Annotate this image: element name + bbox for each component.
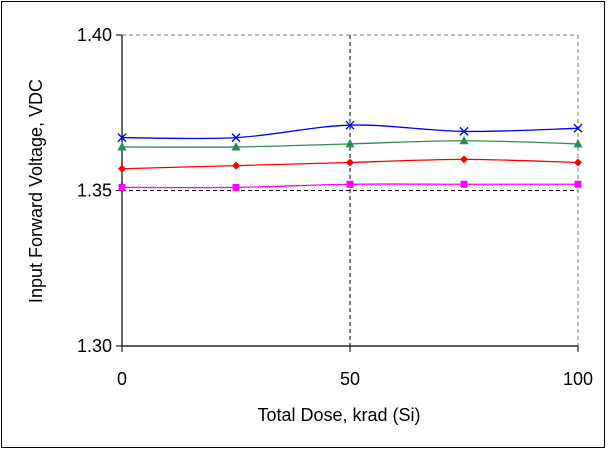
x-tick-label: 50 — [340, 369, 360, 389]
data-point-triangle — [459, 135, 469, 145]
data-point-triangle — [117, 141, 127, 151]
data-point-square — [232, 183, 240, 191]
x-marker-shape — [231, 133, 241, 143]
x-marker-shape — [573, 123, 583, 133]
data-point-x — [231, 133, 241, 143]
data-point-square — [346, 180, 354, 188]
data-point-square — [118, 183, 126, 191]
data-point-triangle — [345, 138, 355, 148]
data-point-square — [574, 180, 582, 188]
x-tick-label: 100 — [563, 369, 593, 389]
x-marker-shape — [345, 120, 355, 130]
data-point-square — [460, 180, 468, 188]
y-tick-label: 1.35 — [77, 181, 112, 201]
series-markers — [117, 120, 583, 191]
x-marker-shape — [117, 133, 127, 143]
y-tick-label: 1.40 — [77, 25, 112, 45]
x-tick-label: 0 — [117, 369, 127, 389]
data-point-x — [573, 123, 583, 133]
data-point-diamond — [118, 164, 126, 173]
data-point-x — [459, 126, 469, 136]
reference-lines — [122, 35, 578, 346]
x-marker-shape — [459, 126, 469, 136]
data-point-diamond — [460, 155, 468, 164]
data-point-x — [345, 120, 355, 130]
data-point-diamond — [346, 158, 354, 167]
data-point-triangle — [573, 138, 583, 148]
data-point-x — [117, 133, 127, 143]
x-axis-title: Total Dose, krad (Si) — [257, 405, 420, 425]
data-point-diamond — [574, 158, 582, 167]
data-point-diamond — [232, 161, 240, 170]
axis-ticks: 1.30 1.35 1.40 0 50 100 — [77, 25, 593, 389]
y-tick-label: 1.30 — [77, 336, 112, 356]
y-axis-title: Input Forward Voltage, VDC — [26, 79, 46, 303]
data-point-triangle — [231, 141, 241, 151]
